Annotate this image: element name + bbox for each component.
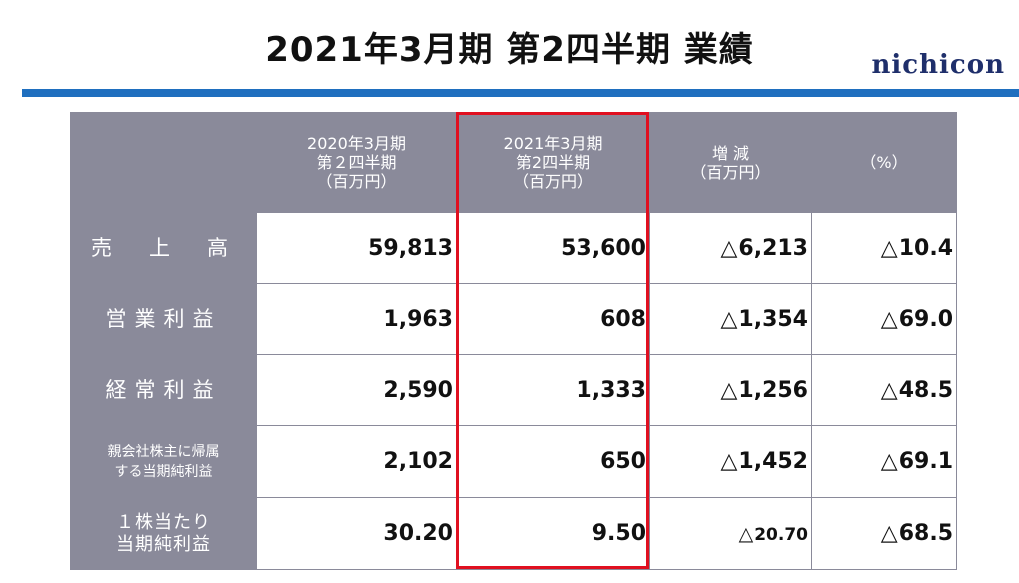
- prev-value: 59,813: [256, 212, 457, 284]
- change-number: 1,256: [738, 377, 808, 403]
- curr-value: 608: [456, 283, 650, 355]
- percent-number: 69.1: [898, 449, 953, 474]
- row-label: 売 上 高: [70, 212, 257, 284]
- percent-value: △69.0: [811, 283, 957, 355]
- curr-value: 1,333: [456, 354, 650, 426]
- row-label-line2: する当期純利益: [114, 463, 213, 480]
- nichicon-logo: nichicon: [871, 50, 1005, 80]
- change-value: △1,354: [649, 283, 812, 355]
- header-change: 増 減 （百万円）: [649, 112, 812, 213]
- row-label: １株当たり 当期純利益: [70, 497, 257, 570]
- decrease-triangle: △: [880, 306, 898, 332]
- page-title: 2021年3月期 第2四半期 業績: [265, 30, 754, 70]
- decrease-triangle: △: [720, 306, 738, 332]
- decrease-triangle: △: [720, 377, 738, 403]
- prev-value: 1,963: [256, 283, 457, 355]
- header-prev-line2: 第２四半期: [316, 153, 397, 172]
- corner-cell: [70, 112, 257, 213]
- row-label: 親会社株主に帰属 する当期純利益: [70, 425, 257, 498]
- percent-number: 69.0: [898, 306, 953, 332]
- header-row: 2020年3月期 第２四半期 （百万円） 2021年3月期 第2四半期 （百万円…: [70, 112, 957, 213]
- table-row: 親会社株主に帰属 する当期純利益 2,102 650 △1,452 △69.1: [70, 425, 957, 498]
- curr-value: 650: [456, 425, 650, 498]
- change-number: 20.70: [754, 524, 808, 545]
- header-percent: （%）: [811, 112, 957, 213]
- prev-value: 30.20: [256, 497, 457, 570]
- change-number: 6,213: [738, 235, 808, 261]
- table-row: 営業利益 1,963 608 △1,354 △69.0: [70, 283, 957, 355]
- change-value: △1,452: [649, 425, 812, 498]
- header-curr-line3: （百万円）: [512, 172, 593, 191]
- percent-value: △69.1: [811, 425, 957, 498]
- decrease-triangle: △: [738, 522, 754, 545]
- change-number: 1,452: [738, 449, 808, 474]
- decrease-triangle: △: [720, 449, 738, 474]
- table-row: 経常利益 2,590 1,333 △1,256 △48.5: [70, 354, 957, 426]
- results-table: 2020年3月期 第２四半期 （百万円） 2021年3月期 第2四半期 （百万円…: [70, 112, 957, 570]
- decrease-triangle: △: [880, 521, 898, 546]
- prev-value: 2,102: [256, 425, 457, 498]
- header-curr-period: 2021年3月期 第2四半期 （百万円）: [456, 112, 650, 213]
- header-prev-line3: （百万円）: [316, 172, 397, 191]
- prev-value: 2,590: [256, 354, 457, 426]
- curr-value: 9.50: [456, 497, 650, 570]
- header-prev-line1: 2020年3月期: [307, 134, 406, 153]
- decrease-triangle: △: [880, 377, 898, 403]
- change-number: 1,354: [738, 306, 808, 332]
- header-change-line1: 増 減: [711, 143, 750, 163]
- change-value: △6,213: [649, 212, 812, 284]
- header-prev-period: 2020年3月期 第２四半期 （百万円）: [256, 112, 457, 213]
- row-label: 営業利益: [70, 283, 257, 355]
- percent-number: 10.4: [898, 235, 953, 261]
- row-label-line2: 当期純利益: [116, 533, 211, 555]
- row-label-line1: １株当たり: [116, 511, 211, 533]
- header-curr-line2: 第2四半期: [515, 153, 591, 172]
- decrease-triangle: △: [880, 235, 898, 261]
- row-label: 経常利益: [70, 354, 257, 426]
- decrease-triangle: △: [880, 449, 898, 474]
- percent-value: △48.5: [811, 354, 957, 426]
- table-row: 売 上 高 59,813 53,600 △6,213 △10.4: [70, 212, 957, 284]
- table-row: １株当たり 当期純利益 30.20 9.50 △20.70 △68.5: [70, 497, 957, 570]
- row-label-line1: 親会社株主に帰属: [107, 443, 220, 460]
- percent-number: 68.5: [898, 521, 953, 546]
- change-value: △1,256: [649, 354, 812, 426]
- percent-number: 48.5: [898, 377, 953, 403]
- header-curr-line1: 2021年3月期: [503, 134, 603, 153]
- header-change-line2: （百万円）: [690, 162, 771, 182]
- percent-value: △10.4: [811, 212, 957, 284]
- curr-value: 53,600: [456, 212, 650, 284]
- title-rule: [22, 89, 1019, 97]
- percent-value: △68.5: [811, 497, 957, 570]
- decrease-triangle: △: [720, 235, 738, 261]
- change-value: △20.70: [649, 497, 812, 570]
